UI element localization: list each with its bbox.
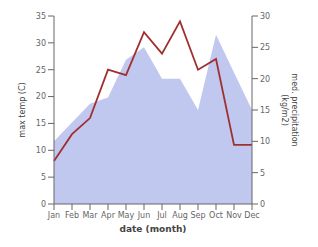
svg-text:Jan: Jan (47, 211, 60, 220)
svg-text:5: 5 (260, 169, 265, 178)
svg-text:35: 35 (36, 12, 46, 21)
svg-text:30: 30 (260, 12, 270, 21)
svg-text:Dec: Dec (244, 211, 259, 220)
svg-text:10: 10 (36, 146, 46, 155)
svg-text:25: 25 (260, 43, 270, 52)
svg-text:Feb: Feb (65, 211, 79, 220)
svg-text:10: 10 (260, 137, 270, 146)
svg-text:25: 25 (36, 66, 46, 75)
svg-text:(kg/m2): (kg/m2) (280, 94, 289, 126)
svg-text:Oct: Oct (209, 211, 223, 220)
svg-text:max temp (C): max temp (C) (18, 82, 27, 137)
svg-text:Jul: Jul (156, 211, 167, 220)
svg-text:0: 0 (260, 200, 265, 209)
svg-text:20: 20 (260, 75, 270, 84)
svg-text:20: 20 (36, 92, 46, 101)
svg-text:15: 15 (36, 119, 46, 128)
svg-text:Nov: Nov (226, 211, 242, 220)
svg-text:date (month): date (month) (120, 224, 187, 234)
svg-text:med. precipitation: med. precipitation (290, 73, 299, 146)
svg-text:Apr: Apr (101, 211, 116, 220)
svg-text:Aug: Aug (172, 211, 188, 220)
svg-text:5: 5 (41, 173, 46, 182)
svg-text:15: 15 (260, 106, 270, 115)
svg-text:Sep: Sep (190, 211, 205, 220)
svg-text:30: 30 (36, 39, 46, 48)
svg-text:May: May (118, 211, 135, 220)
svg-text:0: 0 (41, 200, 46, 209)
svg-text:Jun: Jun (137, 211, 151, 220)
svg-text:Mar: Mar (82, 211, 98, 220)
